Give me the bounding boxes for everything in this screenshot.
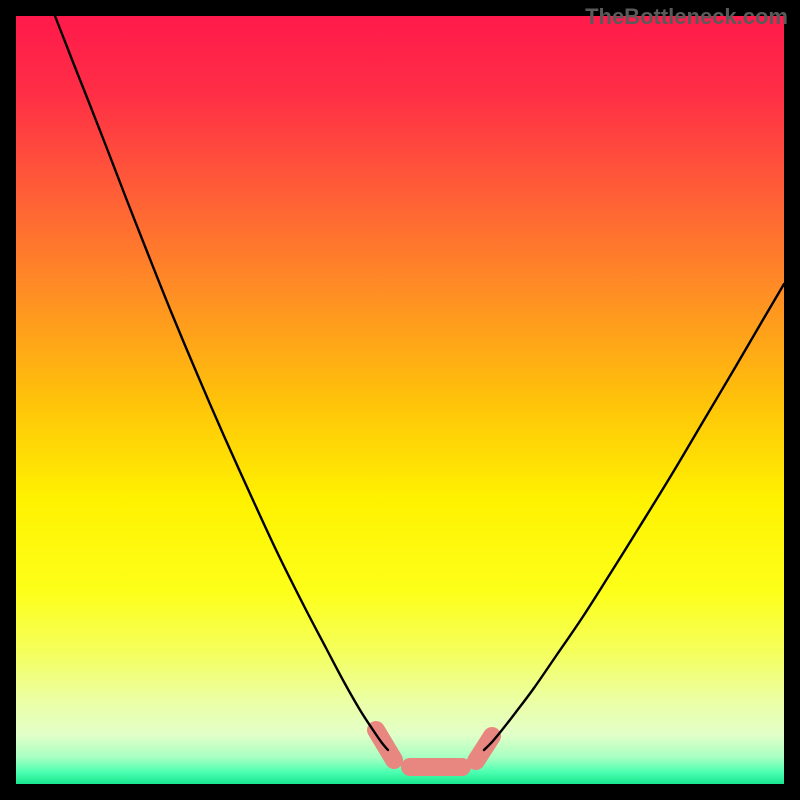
gradient-background	[16, 16, 784, 784]
gradient-svg	[16, 16, 784, 784]
watermark-text: TheBottleneck.com	[585, 4, 788, 30]
